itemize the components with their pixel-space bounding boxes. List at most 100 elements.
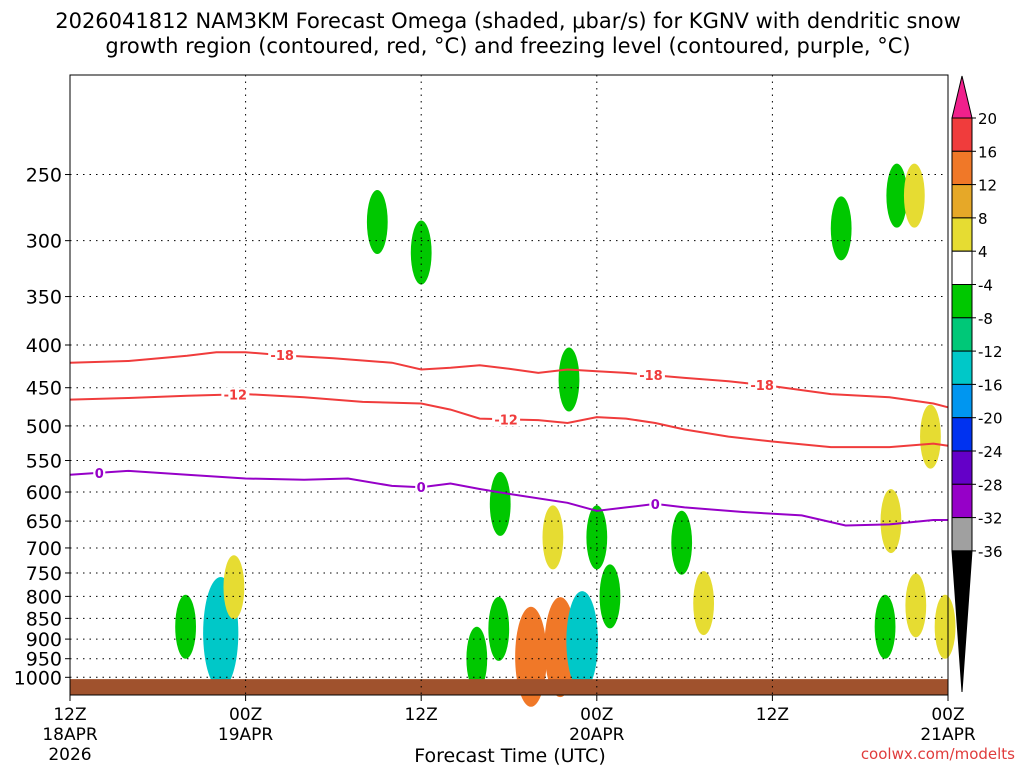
y-tick-label: 1000 [14, 667, 62, 689]
terrain-band [70, 679, 948, 695]
omega-shaded-cell [905, 573, 927, 638]
omega-shaded-cell [489, 471, 511, 536]
omega-shaded-cell [880, 489, 902, 554]
x-tick-label: 12Z [53, 705, 86, 725]
colorbar-label: 20 [978, 110, 997, 128]
contour-label-bg [492, 412, 521, 427]
colorbar-label: -8 [978, 310, 993, 328]
y-tick-label: 350 [26, 287, 62, 309]
y-tick-label: 850 [26, 608, 62, 630]
colorbar-segment [951, 383, 973, 419]
contour-line--12 [69, 393, 949, 449]
contour-label-bg [415, 480, 428, 495]
contour-label: -18 [750, 379, 774, 394]
colorbar-segment [951, 317, 973, 352]
y-tick-label: 400 [26, 335, 62, 357]
colorbar-segment [951, 117, 973, 152]
colorbar-label: -12 [978, 343, 1003, 361]
omega-shaded-cell [886, 163, 908, 228]
contour-label: -18 [270, 349, 294, 364]
colorbar-label: -20 [978, 410, 1003, 428]
x-tick-label: 19APR [218, 725, 274, 745]
omega-shaded-cell [558, 347, 580, 412]
y-tick-label: 600 [26, 482, 62, 504]
x-tick-label: 18APR [42, 725, 98, 745]
omega-shaded-cell [366, 190, 388, 255]
contour-label-bg [636, 368, 665, 383]
colorbar-segment [951, 150, 973, 186]
omega-shaded-cell [934, 594, 956, 659]
contour-label-bg [649, 496, 662, 511]
colorbar-label: -4 [978, 277, 993, 295]
contour-label: 0 [651, 498, 660, 513]
y-tick-label: 250 [26, 165, 62, 187]
x-tick-label: 00Z [931, 705, 964, 725]
omega-shaded-cell [223, 555, 245, 620]
colorbar-label: -28 [978, 476, 1003, 494]
chart-title-line1: 2026041812 NAM3KM Forecast Omega (shaded… [55, 9, 961, 33]
colorbar-label: -24 [978, 443, 1003, 461]
colorbar-label: 4 [978, 243, 988, 261]
y-tick-label: 650 [26, 511, 62, 533]
contour-label-bg [93, 465, 106, 480]
omega-shaded-cell [466, 626, 488, 691]
x-tick-label: 2026 [48, 745, 91, 765]
omega-shaded-cell [874, 594, 896, 659]
y-tick-label: 500 [26, 416, 62, 438]
omega-shaded-cell [566, 591, 598, 692]
x-tick-label: 00Z [580, 705, 613, 725]
y-tick-label: 700 [26, 538, 62, 560]
chart-title-line2: growth region (contoured, red, °C) and f… [105, 34, 910, 58]
colorbar-segment [951, 217, 973, 252]
x-tick-label: 12Z [405, 705, 438, 725]
contour-label-bg [748, 377, 777, 392]
y-tick-label: 950 [26, 649, 62, 671]
omega-shaded-cell [488, 596, 510, 661]
y-tick-label: 450 [26, 378, 62, 400]
watermark: coolwx.com/modelts [861, 745, 1015, 763]
contour-label: 0 [417, 481, 426, 496]
omega-shaded-cell [830, 196, 852, 261]
colorbar-segment [951, 517, 973, 552]
plot-area: 2503003504004505005506006507007508008509… [14, 74, 976, 765]
x-tick-label: 12Z [756, 705, 789, 725]
colorbar-label: -32 [978, 510, 1003, 528]
contour-label-bg [268, 348, 297, 363]
omega-shaded-cell [542, 505, 564, 570]
omega-shaded-cell [175, 594, 197, 659]
colorbar-bottom-triangle [951, 550, 973, 693]
colorbar-segment [951, 483, 973, 519]
colorbar-segment [951, 250, 973, 285]
colorbar-segment [951, 284, 973, 319]
y-tick-label: 750 [26, 563, 62, 585]
plot-frame [69, 74, 949, 696]
colorbar-segment [951, 417, 973, 452]
colorbar-label: -36 [978, 543, 1003, 561]
x-tick-label: 00Z [229, 705, 262, 725]
colorbar-label: -16 [978, 376, 1003, 394]
colorbar-segment [951, 450, 973, 485]
colorbar-label: 16 [978, 143, 997, 161]
colorbar-segment [951, 184, 973, 219]
omega-shaded-cell [693, 571, 715, 636]
colorbar-top-triangle [951, 75, 973, 119]
contour-label-bg [221, 387, 250, 402]
contour-label: 0 [95, 467, 104, 482]
contour-label: -12 [224, 388, 248, 403]
y-tick-label: 800 [26, 586, 62, 608]
contour-label: -18 [639, 369, 663, 384]
contour-label: -12 [494, 413, 518, 428]
y-tick-label: 300 [26, 231, 62, 253]
y-tick-label: 900 [26, 629, 62, 651]
omega-shaded-cell [920, 404, 941, 469]
colorbar-segment [951, 350, 973, 385]
omega-shaded-cell [903, 163, 925, 228]
colorbar-label: 8 [978, 210, 988, 228]
x-axis-title: Forecast Time (UTC) [414, 745, 605, 767]
omega-shaded-cell [410, 220, 432, 285]
colorbar-label: 12 [978, 177, 997, 195]
y-tick-label: 550 [26, 450, 62, 472]
omega-shaded-cell [671, 510, 693, 575]
